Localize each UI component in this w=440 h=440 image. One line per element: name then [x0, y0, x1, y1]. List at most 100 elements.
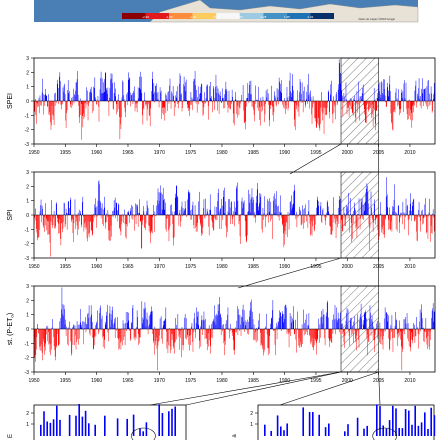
data-bar — [191, 101, 192, 106]
data-bar — [93, 215, 95, 222]
data-bar — [432, 303, 434, 329]
data-bar — [331, 215, 333, 235]
data-bar — [105, 324, 107, 329]
data-bar — [429, 93, 430, 101]
data-bar — [225, 329, 226, 345]
data-bar — [150, 215, 151, 244]
data-bar — [225, 323, 227, 329]
data-bar — [333, 101, 335, 113]
data-bar — [62, 215, 63, 233]
data-bar — [106, 311, 108, 329]
data-bar — [254, 329, 255, 340]
data-bar — [116, 418, 119, 436]
data-bar — [63, 85, 65, 101]
data-bar — [415, 329, 416, 337]
data-bar — [303, 309, 304, 329]
data-bar — [421, 210, 422, 215]
data-bar — [406, 214, 407, 215]
data-bar — [354, 316, 355, 329]
data-bar — [49, 329, 50, 344]
data-bar — [203, 208, 204, 215]
data-bar — [396, 215, 398, 232]
data-bar — [360, 313, 361, 329]
data-bar — [342, 329, 344, 335]
data-bar — [266, 329, 268, 335]
data-bar — [344, 329, 346, 336]
data-bar — [319, 101, 321, 131]
data-bar — [139, 329, 140, 338]
data-bar — [362, 84, 364, 101]
data-bar — [143, 211, 145, 215]
data-bar — [53, 329, 55, 347]
data-bar — [241, 317, 243, 329]
data-bar — [431, 215, 433, 234]
data-bar — [110, 326, 111, 329]
data-bar — [212, 215, 214, 223]
data-bar — [366, 425, 368, 436]
data-bar — [288, 101, 289, 108]
data-bar — [419, 101, 421, 106]
data-bar — [316, 329, 317, 355]
data-bar — [311, 101, 312, 115]
data-bar — [68, 93, 69, 101]
data-bar — [404, 80, 405, 101]
data-bar — [81, 101, 83, 104]
data-bar — [184, 317, 185, 329]
data-bar — [95, 198, 96, 215]
x-tick-label: 1990 — [279, 378, 290, 384]
data-bar — [106, 90, 108, 101]
data-bar — [295, 329, 297, 340]
data-bar — [274, 212, 276, 215]
data-bar — [343, 101, 344, 103]
data-bar — [304, 319, 306, 329]
data-bar — [68, 201, 69, 215]
data-bar — [354, 329, 356, 332]
data-bar — [392, 101, 394, 131]
data-bar — [402, 91, 404, 101]
data-bar — [122, 215, 124, 217]
data-bar — [285, 101, 286, 115]
data-bar — [188, 189, 190, 215]
data-bar — [302, 329, 303, 345]
data-bar — [394, 101, 396, 113]
data-bar — [418, 88, 419, 101]
data-bar — [84, 101, 86, 104]
data-bar — [244, 320, 246, 329]
data-bar — [63, 215, 64, 222]
data-bar — [252, 311, 253, 329]
data-bar — [199, 329, 201, 349]
data-bar — [401, 93, 402, 101]
data-bar — [214, 322, 216, 329]
data-bar — [108, 101, 109, 103]
data-bar — [205, 215, 207, 217]
data-bar — [55, 101, 57, 104]
data-bar — [363, 203, 365, 215]
data-bar — [126, 329, 127, 332]
data-bar — [229, 329, 231, 332]
data-bar — [431, 215, 432, 234]
data-bar — [122, 320, 124, 329]
data-bar — [124, 209, 125, 215]
data-bar — [393, 329, 395, 338]
data-bar — [69, 100, 71, 101]
data-bar — [196, 307, 197, 329]
data-bar — [323, 314, 324, 329]
x-tick-label: 1990 — [279, 264, 290, 270]
data-bar — [369, 305, 371, 329]
data-bar — [409, 101, 411, 110]
data-bar — [347, 101, 348, 108]
data-bar — [168, 329, 169, 346]
data-bar — [90, 317, 91, 329]
data-bar — [225, 89, 226, 101]
data-bar — [294, 190, 296, 215]
data-bar — [221, 198, 222, 215]
data-bar — [216, 93, 217, 101]
data-bar — [231, 329, 232, 331]
data-bar — [397, 101, 398, 107]
data-bar — [406, 101, 407, 109]
data-bar — [372, 215, 374, 232]
data-bar — [432, 101, 433, 111]
data-bar — [377, 329, 379, 339]
data-bar — [87, 90, 88, 101]
data-bar — [197, 316, 198, 329]
